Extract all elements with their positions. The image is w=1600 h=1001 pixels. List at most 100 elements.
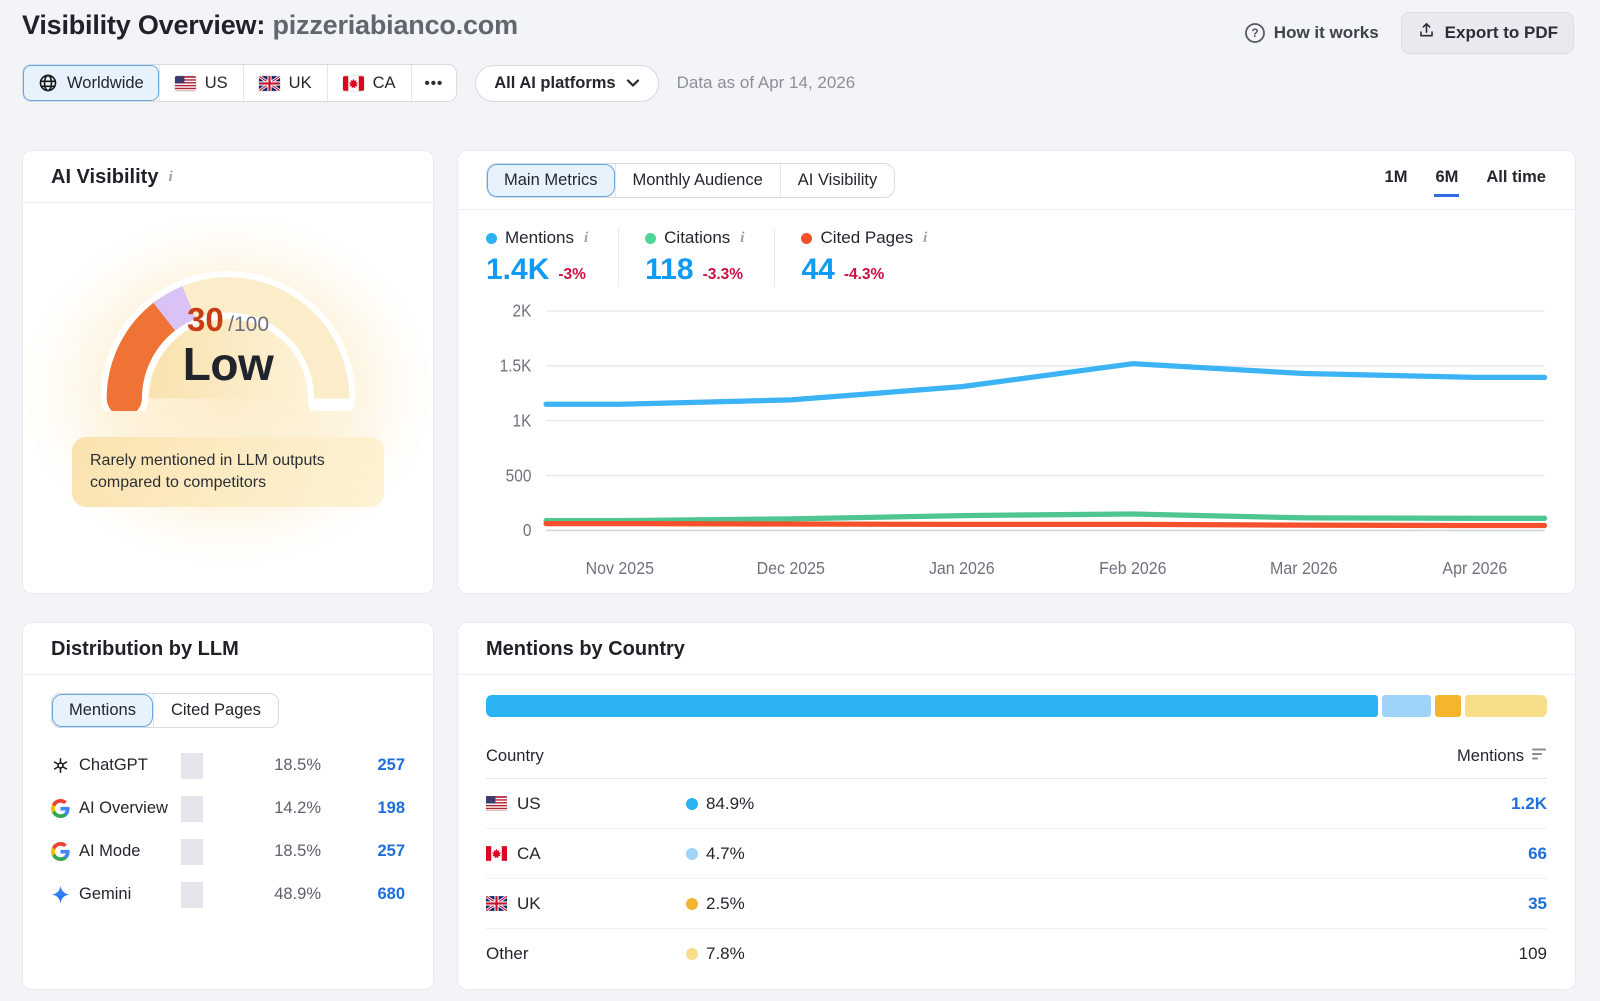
region-selector: Worldwide US UK CA •••: [22, 64, 458, 102]
llm-row-ai-mode: AI Mode 18.5% 257: [51, 830, 405, 873]
country-name: UK: [517, 893, 541, 913]
ca-flag-icon: [486, 846, 507, 861]
trend-line-chart: 0 500 1K 1.5K 2K Nov 2025 Dec 2025 Jan 2026 Feb …: [500, 302, 1548, 578]
svg-text:2K: 2K: [513, 302, 532, 321]
llm-mentions-link[interactable]: 257: [377, 756, 405, 774]
llm-name: Gemini: [79, 885, 132, 903]
dashboard-grid: AI Visibility i 30: [0, 150, 1600, 990]
country-mentions-link[interactable]: 1.2K: [1511, 793, 1547, 813]
llm-tab-mentions[interactable]: Mentions: [52, 694, 153, 727]
country-stacked-bar: [486, 695, 1548, 717]
region-more-button[interactable]: •••: [410, 65, 457, 101]
metric-dot: [801, 232, 813, 244]
metric-label: Citations: [664, 228, 731, 247]
country-percent: 84.9%: [706, 793, 755, 813]
range-all-time[interactable]: All time: [1485, 164, 1547, 197]
svg-text:Dec 2025: Dec 2025: [757, 558, 825, 578]
country-name: Other: [486, 944, 529, 963]
metric-delta: -3%: [558, 266, 586, 283]
tab-monthly-audience[interactable]: Monthly Audience: [614, 164, 780, 197]
region-chip-worldwide[interactable]: Worldwide: [23, 65, 159, 101]
globe-icon: [39, 74, 57, 92]
data-as-of-label: Data as of Apr 14, 2026: [676, 73, 856, 92]
country-dot: [686, 847, 698, 860]
country-bar-segment-other: [1465, 695, 1548, 717]
svg-text:1K: 1K: [513, 412, 532, 431]
tab-main-metrics[interactable]: Main Metrics: [487, 164, 615, 197]
metric-label: Mentions: [505, 228, 574, 247]
metrics-summary-row: Mentions i 1.4K -3% Citations i 118 -3.3…: [458, 210, 1575, 289]
metric-dot: [645, 232, 657, 244]
gemini-icon: [51, 885, 70, 904]
country-row-other: Other 7.8% 109: [486, 929, 1547, 979]
country-table-body: US 84.9% 1.2K CA 4.7% 66 UK 2.5% 35 Othe…: [486, 779, 1547, 979]
metric-cited-pages: Cited Pages i 44 -4.3%: [774, 228, 957, 287]
trend-chart-area: 0 500 1K 1.5K 2K Nov 2025 Dec 2025 Jan 2026 Feb …: [458, 289, 1575, 593]
country-card-title: Mentions by Country: [486, 638, 685, 660]
score-max: /100: [228, 313, 270, 336]
svg-text:0: 0: [523, 521, 532, 540]
info-icon[interactable]: i: [740, 229, 745, 246]
google-icon: [51, 842, 70, 861]
llm-distribution-list: ChatGPT 18.5% 257 AI Overview 14.2% 198 …: [51, 744, 405, 916]
llm-name: AI Mode: [79, 842, 141, 860]
region-chip-ca[interactable]: CA: [326, 65, 411, 101]
llm-bar-track: [181, 881, 203, 908]
info-icon[interactable]: i: [923, 229, 928, 246]
llm-bar-track: [181, 752, 203, 779]
llm-row-ai-overview: AI Overview 14.2% 198: [51, 787, 405, 830]
llm-row-chatgpt: ChatGPT 18.5% 257: [51, 744, 405, 787]
score-level: Low: [182, 338, 274, 390]
us-flag-icon: [174, 75, 196, 91]
ca-flag-icon: [342, 75, 364, 91]
llm-card-title: Distribution by LLM: [51, 638, 239, 660]
country-mentions-link[interactable]: 66: [1528, 843, 1547, 863]
sort-descending-icon[interactable]: [1531, 747, 1547, 766]
svg-text:Mar 2026: Mar 2026: [1270, 558, 1337, 578]
score-description: Rarely mentioned in LLM outputs compared…: [72, 437, 384, 508]
country-mentions-link[interactable]: 35: [1528, 893, 1547, 913]
score-value: 30: [186, 301, 224, 338]
ai-visibility-card-title: AI Visibility: [51, 166, 159, 188]
llm-mentions-link[interactable]: 198: [377, 799, 405, 817]
country-dot: [686, 948, 698, 960]
info-icon[interactable]: i: [583, 229, 589, 246]
llm-mentions-link[interactable]: 257: [377, 842, 405, 860]
llm-name: ChatGPT: [79, 756, 148, 774]
svg-text:Nov 2025: Nov 2025: [586, 558, 654, 578]
region-chip-us[interactable]: US: [158, 65, 243, 101]
metric-label: Cited Pages: [820, 228, 914, 247]
tab-ai-visibility[interactable]: AI Visibility: [779, 164, 894, 197]
info-icon[interactable]: i: [168, 169, 173, 185]
us-flag-icon: [486, 796, 507, 811]
svg-text:1.5K: 1.5K: [500, 357, 532, 376]
ai-visibility-score-card: AI Visibility i 30: [22, 150, 434, 594]
range-1m[interactable]: 1M: [1384, 164, 1409, 197]
metric-citations: Citations i 118 -3.3%: [618, 228, 774, 287]
metrics-tab-group: Main Metrics Monthly Audience AI Visibilit…: [486, 163, 896, 198]
country-bar-segment-uk: [1434, 695, 1462, 717]
llm-bar-track: [181, 838, 203, 865]
llm-mentions-link[interactable]: 680: [377, 885, 405, 903]
llm-tab-group: Mentions Cited Pages: [51, 693, 279, 728]
region-chip-uk[interactable]: UK: [242, 65, 327, 101]
time-range-group: 1M 6M All time: [1384, 164, 1547, 197]
country-percent: 7.8%: [706, 944, 745, 963]
filter-bar: Worldwide US UK CA ••• All AI platforms Data…: [0, 54, 1600, 102]
ai-platforms-dropdown[interactable]: All AI platforms: [475, 64, 659, 102]
metric-delta: -4.3%: [843, 266, 885, 283]
svg-text:Feb 2026: Feb 2026: [1099, 558, 1166, 578]
metric-dot: [486, 232, 497, 244]
how-it-works-link[interactable]: ? How it works: [1244, 22, 1379, 44]
export-pdf-button[interactable]: Export to PDF: [1400, 12, 1574, 54]
llm-percent: 18.5%: [274, 756, 321, 774]
country-bar-segment-ca: [1381, 695, 1431, 717]
country-percent: 4.7%: [706, 843, 745, 863]
metric-delta: -3.3%: [702, 266, 744, 283]
llm-name: AI Overview: [79, 799, 168, 817]
metric-value: 1.4K: [486, 253, 550, 286]
llm-tab-cited-pages[interactable]: Cited Pages: [152, 694, 278, 727]
distribution-by-llm-card: Distribution by LLM Mentions Cited Pages …: [22, 622, 434, 990]
range-6m[interactable]: 6M: [1434, 164, 1460, 197]
upload-icon: [1417, 21, 1436, 45]
